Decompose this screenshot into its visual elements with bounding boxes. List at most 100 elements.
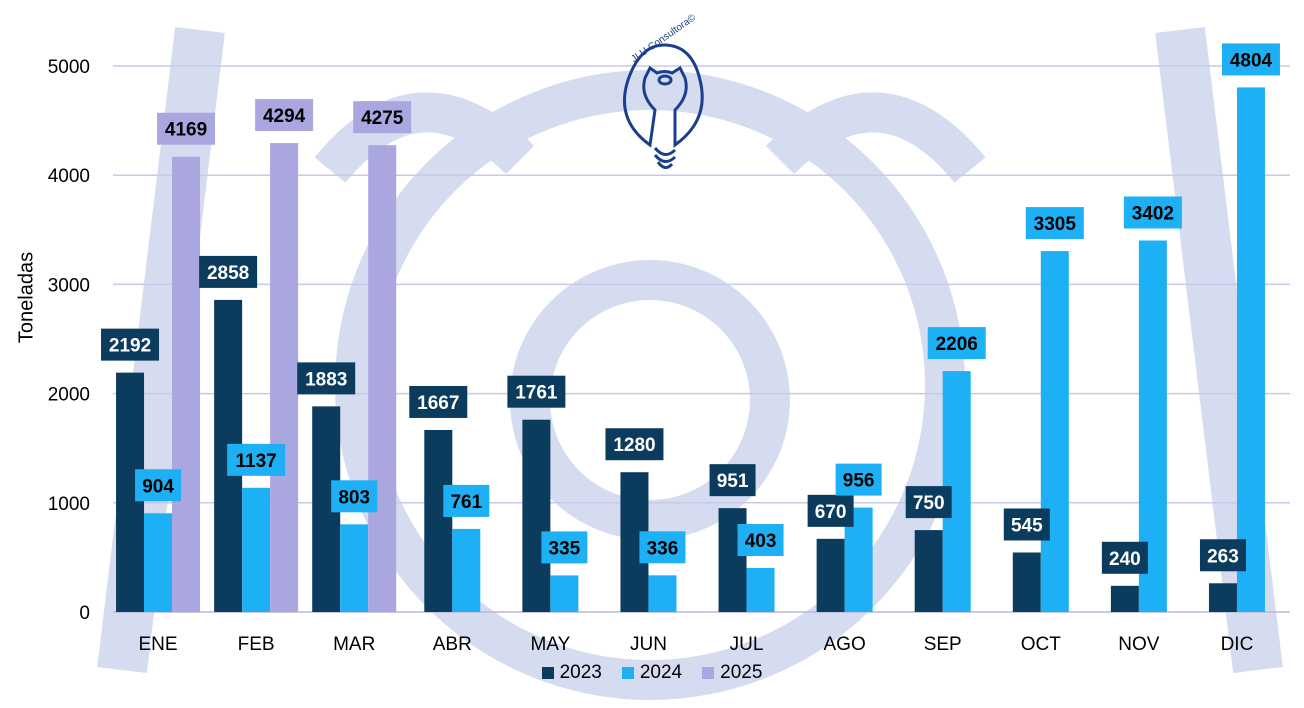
legend-label: 2023 [559,662,602,683]
data-label: 336 [647,538,679,559]
data-label-box [639,531,686,564]
bar-2024-JUL [746,567,775,612]
data-label-box [807,494,854,527]
data-label: 240 [1109,549,1141,570]
data-label: 263 [1207,546,1239,567]
data-label-box [157,112,216,145]
data-label-box [443,484,490,517]
legend: 2023 2024 2025 [0,662,1304,684]
data-label: 1137 [236,451,277,472]
bar-2023-OCT [1012,552,1041,612]
data-label-box [541,531,588,564]
legend-item-2025: 2025 [702,662,762,684]
data-label-box [1199,539,1246,572]
legend-label: 2024 [639,662,683,683]
data-label: 803 [338,487,370,508]
data-label: 403 [745,531,777,552]
data-label-box [255,99,314,132]
x-tick-label: ABR [433,634,472,655]
y-tick-label: 0 [79,603,90,624]
data-label: 4294 [263,106,306,127]
bar-2024-JUN [648,575,677,612]
bar-2024-FEB [242,487,271,612]
data-label-box [297,362,356,395]
y-tick-label: 2000 [48,385,90,406]
y-tick-label: 5000 [48,57,90,78]
bar-2023-NOV [1110,585,1139,612]
bar-2023-MAY [522,419,551,612]
x-tick-label: FEB [238,634,275,655]
data-label-box [199,255,258,288]
bar-2025-ENE [172,156,201,613]
data-label-box [835,463,882,496]
x-tick-label: ENE [139,634,178,655]
x-tick-label: DIC [1221,634,1254,655]
data-label: 1883 [305,369,347,390]
data-label: 1280 [613,435,655,456]
data-label-box [737,523,784,556]
data-label: 335 [549,538,581,559]
bar-2023-JUL [718,508,747,612]
data-label-box [227,443,286,476]
legend-swatch [541,667,554,679]
y-tick-label: 4000 [48,166,90,187]
data-label: 4275 [361,108,404,129]
data-label-box [905,486,952,519]
legend-item-2024: 2024 [621,662,683,684]
y-tick-label: 3000 [48,275,90,296]
data-label: 904 [142,476,174,497]
bar-2024-DIC [1236,87,1265,612]
data-label-box [927,327,986,360]
data-label-box [709,464,756,497]
legend-swatch [702,667,715,679]
data-label: 3305 [1034,214,1077,235]
y-tick-label: 1000 [48,494,90,515]
x-tick-label: OCT [1021,634,1062,655]
bar-2024-OCT [1040,251,1069,612]
bar-2023-SEP [914,530,943,612]
data-label: 2206 [936,334,978,355]
legend-item-2023: 2023 [541,662,602,684]
bar-2024-ENE [144,513,173,612]
x-tick-label: AGO [824,634,866,655]
legend-label: 2025 [720,662,763,683]
x-tick-label: JUL [730,634,764,655]
data-label: 545 [1011,515,1043,536]
data-label: 2192 [109,336,151,357]
legend-swatch [621,667,634,679]
data-label: 761 [450,492,482,513]
data-label-box [1025,207,1084,240]
bar-2024-MAR [340,524,369,612]
data-label: 3402 [1132,204,1174,225]
data-label: 4169 [165,120,207,141]
bar-2023-DIC [1208,583,1237,612]
bar-2023-AGO [816,538,845,612]
x-tick-label: JUN [630,634,667,655]
data-label-box [605,428,664,461]
y-axis-label: Toneladas [15,251,38,344]
x-tick-label: MAR [333,634,375,655]
data-label-box [1003,508,1050,541]
data-label: 956 [843,471,875,492]
x-tick-label: SEP [924,634,962,655]
data-label-box [1123,196,1182,229]
bar-2023-ABR [424,429,453,612]
bar-2025-MAR [368,145,397,613]
data-label: 1667 [417,393,459,414]
data-label-box [409,385,468,418]
data-label-box [135,469,182,502]
data-label-box [353,101,412,134]
data-label-box [331,480,378,513]
bar-2024-MAY [550,575,579,612]
data-label: 951 [717,471,749,492]
x-tick-label: MAY [530,634,570,655]
data-label: 670 [815,502,847,523]
data-label-box [1101,541,1148,574]
x-tick-label: NOV [1118,634,1160,655]
data-label-box [1221,43,1280,76]
bar-2025-FEB [270,143,299,612]
data-label: 1761 [515,383,558,404]
data-label-box [101,328,160,361]
data-label-box [507,375,566,408]
